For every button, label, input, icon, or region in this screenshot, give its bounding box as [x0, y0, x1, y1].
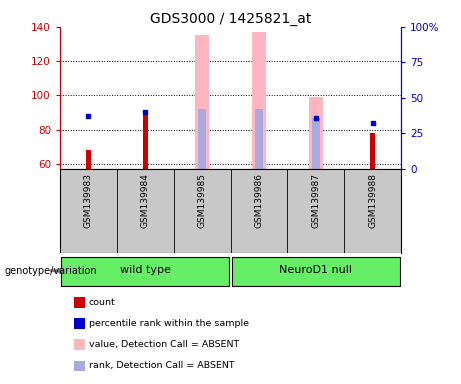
Text: GSM139988: GSM139988	[368, 173, 377, 228]
Text: GSM139983: GSM139983	[84, 173, 93, 228]
Bar	[252, 32, 266, 169]
Text: GSM139985: GSM139985	[198, 173, 207, 228]
Text: GSM139984: GSM139984	[141, 173, 150, 228]
Text: NeuroD1 null: NeuroD1 null	[279, 265, 352, 275]
Text: percentile rank within the sample: percentile rank within the sample	[89, 319, 248, 328]
Bar	[255, 109, 263, 169]
Text: GSM139986: GSM139986	[254, 173, 263, 228]
Bar	[312, 118, 319, 169]
Text: genotype/variation: genotype/variation	[5, 266, 97, 276]
Text: wild type: wild type	[120, 265, 171, 275]
Bar	[142, 113, 148, 169]
Title: GDS3000 / 1425821_at: GDS3000 / 1425821_at	[150, 12, 311, 26]
Text: value, Detection Call = ABSENT: value, Detection Call = ABSENT	[89, 340, 239, 349]
Text: rank, Detection Call = ABSENT: rank, Detection Call = ABSENT	[89, 361, 234, 371]
Bar	[231, 257, 400, 286]
Bar	[309, 97, 323, 169]
Text: GSM139987: GSM139987	[311, 173, 320, 228]
Bar	[195, 35, 209, 169]
Bar	[198, 109, 206, 169]
Bar	[370, 133, 375, 169]
Text: count: count	[89, 298, 115, 307]
Bar	[86, 150, 91, 169]
Bar	[61, 257, 230, 286]
